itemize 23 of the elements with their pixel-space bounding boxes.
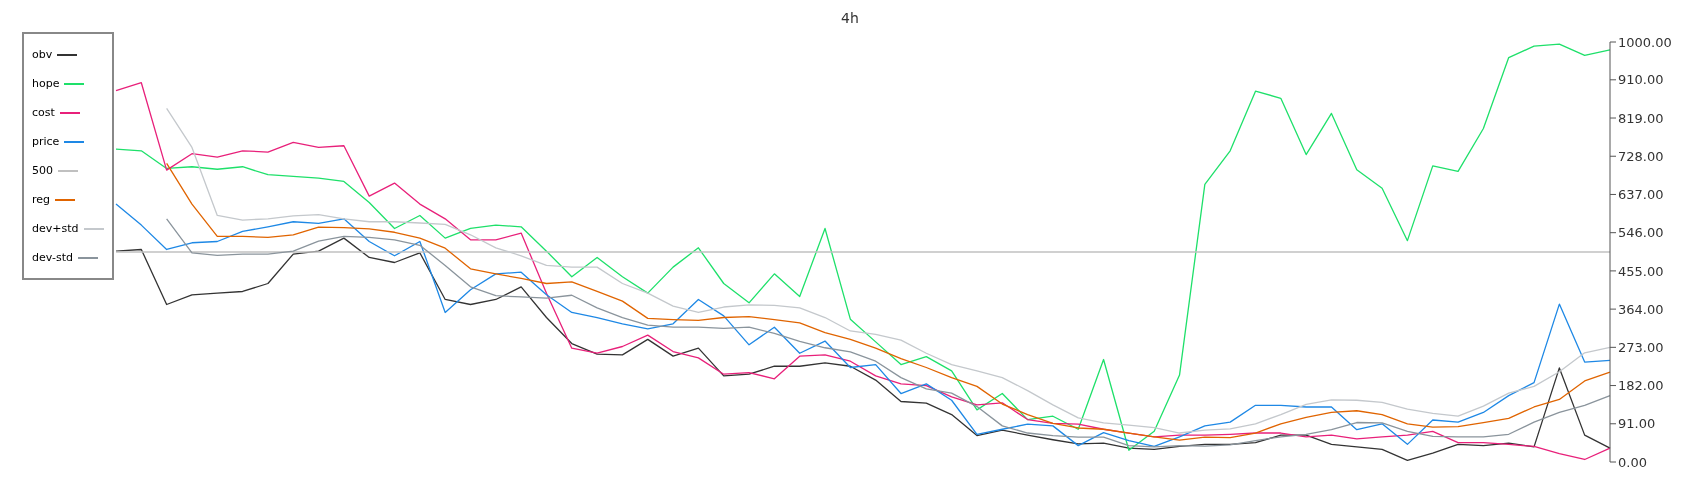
y-tick-label: 91.00 — [1618, 416, 1656, 432]
y-tick-label: 637.00 — [1618, 187, 1664, 203]
chart-title: 4h — [840, 9, 860, 28]
y-tick-label: 1000.00 — [1618, 34, 1672, 50]
y-tick-label: 0.00 — [1618, 454, 1647, 470]
y-tick-label: 455.00 — [1618, 263, 1664, 279]
legend-label: reg — [32, 193, 51, 206]
y-tick-label: 273.00 — [1618, 339, 1664, 355]
y-tick-label: 364.00 — [1618, 301, 1664, 317]
y-tick-label: 728.00 — [1618, 148, 1664, 164]
legend-label: dev+std — [32, 222, 79, 235]
legend-label: 500 — [32, 164, 53, 177]
line-series — [115, 237, 1611, 461]
y-tick-label: 182.00 — [1618, 378, 1664, 394]
y-tick-label: 819.00 — [1618, 110, 1664, 126]
legend-label: obv — [32, 48, 53, 61]
legend-label: price — [32, 135, 60, 148]
legend-label: cost — [32, 106, 55, 119]
legend-label: hope — [32, 77, 60, 90]
line-series — [165, 162, 1611, 441]
legend-label: dev-std — [32, 251, 73, 264]
y-tick-label: 546.00 — [1618, 225, 1664, 241]
y-tick-label: 910.00 — [1618, 72, 1664, 88]
